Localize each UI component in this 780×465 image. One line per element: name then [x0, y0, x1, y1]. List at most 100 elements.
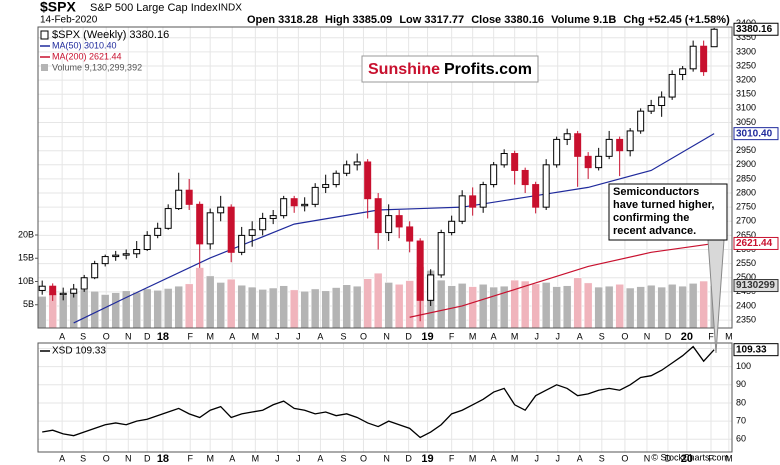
ohlc-header: Open 3318.28 High 3385.09 Low 3317.77 Cl… [247, 14, 730, 26]
price-tag [733, 22, 779, 36]
candle-body [143, 234, 151, 251]
candle-body [374, 198, 382, 234]
candle-body [574, 133, 582, 157]
volume-bar [205, 275, 215, 329]
volume-bar [625, 287, 635, 329]
date: 14-Feb-2020 [40, 15, 98, 26]
y-tick-label: 80 [736, 397, 746, 407]
x-tick-label: F [449, 331, 455, 341]
y-tick-label: 3300 [736, 46, 756, 56]
x-tick-label: J [275, 453, 280, 463]
candle-body [196, 203, 204, 245]
candle-body [532, 184, 540, 208]
candle-body [521, 169, 529, 186]
x-tick-label: A [577, 453, 583, 463]
x-tick-label: M [725, 453, 733, 463]
x-tick-label: N [125, 331, 132, 341]
candle-body [500, 153, 508, 166]
candle-body [427, 274, 435, 301]
volume-bar [510, 279, 519, 329]
x-tick-label: 20 [681, 453, 693, 465]
frame [37, 342, 733, 453]
x-tick-label: M [469, 453, 477, 463]
candle-body [490, 164, 498, 186]
x-tick-label: D [144, 331, 151, 341]
header-item: Volume 9.1B [551, 14, 616, 26]
candle-body [584, 155, 592, 169]
x-tick-label: D [144, 453, 151, 463]
candle-body [395, 215, 403, 228]
candle-body [164, 208, 172, 229]
volume-bar [289, 289, 299, 329]
candle-body [605, 138, 613, 157]
price-tag [733, 236, 779, 250]
y-tick-label: 2400 [736, 300, 756, 310]
x-tick-label: D [405, 331, 412, 341]
price-tag-label: 109.33 [736, 344, 767, 355]
y-tick-label: 3250 [736, 60, 756, 70]
legend-entry: MA(50) 3010.40 [52, 40, 117, 50]
volume-bar [489, 286, 498, 329]
candle-body [38, 285, 46, 291]
candle-body [49, 285, 57, 296]
volume-bar [226, 278, 236, 329]
candle-body [101, 256, 109, 265]
legend-entry: XSD 109.33 [52, 346, 106, 357]
volume-bar [583, 282, 593, 329]
y-tick-label: 60 [736, 434, 746, 444]
frame [37, 26, 733, 329]
header-item: Chg +52.45 (+1.58%) [623, 14, 730, 26]
volume-bar [174, 285, 183, 329]
x-tick-label: 18 [157, 453, 169, 465]
x-tick-label: O [103, 331, 110, 341]
xsd-panel [38, 343, 732, 452]
volume-bar [331, 287, 341, 329]
watermark-text: Profits.com [444, 61, 532, 78]
candle-body [469, 195, 477, 208]
y-tick-label: 3050 [736, 117, 756, 127]
candle-body [700, 45, 708, 73]
legend-swatch [40, 30, 49, 40]
volume-bar [636, 286, 645, 329]
volume-bar [384, 282, 393, 329]
y-tick-label: 2950 [736, 145, 756, 155]
x-tick-label: M [725, 331, 733, 341]
volume-bar [363, 278, 372, 329]
y-tick-label: 2650 [736, 230, 756, 240]
volume-bar [142, 288, 152, 329]
candle-body [353, 161, 361, 166]
x-tick-label: S [80, 453, 86, 463]
volume-bar [268, 287, 278, 329]
candle-body [91, 263, 99, 279]
x-tick-label: M [252, 453, 260, 463]
x-tick-label: D [665, 453, 672, 463]
candle-body [658, 96, 666, 107]
x-tick-label: J [534, 331, 539, 341]
volume-bar [667, 284, 677, 329]
x-tick-label: N [644, 453, 651, 463]
candle-body [322, 184, 330, 188]
candle-body [133, 249, 141, 255]
candle-body [679, 68, 687, 75]
price-tag-label: 3380.16 [736, 24, 773, 35]
x-tick-label: J [296, 331, 301, 341]
candle-body [154, 227, 162, 236]
price-tag-label: 9130299 [736, 280, 775, 291]
candle-body [385, 215, 393, 234]
x-tick-label: M [511, 331, 519, 341]
volume-bar [478, 284, 488, 329]
volume-bar [394, 284, 404, 329]
volume-bar [594, 286, 603, 329]
x-tick-label: J [555, 331, 560, 341]
volume-bar [310, 288, 320, 329]
candle-body [448, 220, 456, 234]
y-tick-label: 100 [736, 361, 751, 371]
volume-bar [573, 277, 582, 329]
candle-body [595, 155, 603, 169]
x-tick-label: F [187, 331, 193, 341]
y-tick-label: 2750 [736, 202, 756, 212]
candle-body [343, 164, 351, 174]
annotation-text: Semiconductors [613, 186, 699, 198]
volume-bar [163, 288, 173, 329]
x-tick-label: 19 [421, 331, 433, 343]
